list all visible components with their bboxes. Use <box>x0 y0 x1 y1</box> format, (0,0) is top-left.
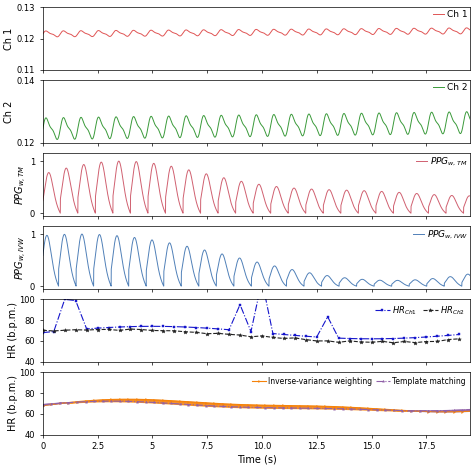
Legend: $PPG_{w,IVW}$: $PPG_{w,IVW}$ <box>412 228 468 242</box>
Legend: $HR_{Ch1}$, $HR_{Ch2}$: $HR_{Ch1}$, $HR_{Ch2}$ <box>372 301 468 320</box>
Legend: $PPG_{w,TM}$: $PPG_{w,TM}$ <box>416 155 468 169</box>
Legend: Inverse-variance weighting, Template matching: Inverse-variance weighting, Template mat… <box>249 374 469 389</box>
Y-axis label: HR (b.p.m.): HR (b.p.m.) <box>8 302 18 358</box>
Legend: Ch 1: Ch 1 <box>432 9 468 20</box>
Y-axis label: Ch 2: Ch 2 <box>4 101 14 123</box>
X-axis label: Time (s): Time (s) <box>237 454 276 464</box>
Y-axis label: $PPG_{w,IVW}$: $PPG_{w,IVW}$ <box>13 235 28 279</box>
Y-axis label: Ch 1: Ch 1 <box>4 28 14 50</box>
Legend: Ch 2: Ch 2 <box>432 82 468 93</box>
Y-axis label: $PPG_{w,TM}$: $PPG_{w,TM}$ <box>13 164 28 205</box>
Y-axis label: HR (b.p.m.): HR (b.p.m.) <box>8 375 18 431</box>
